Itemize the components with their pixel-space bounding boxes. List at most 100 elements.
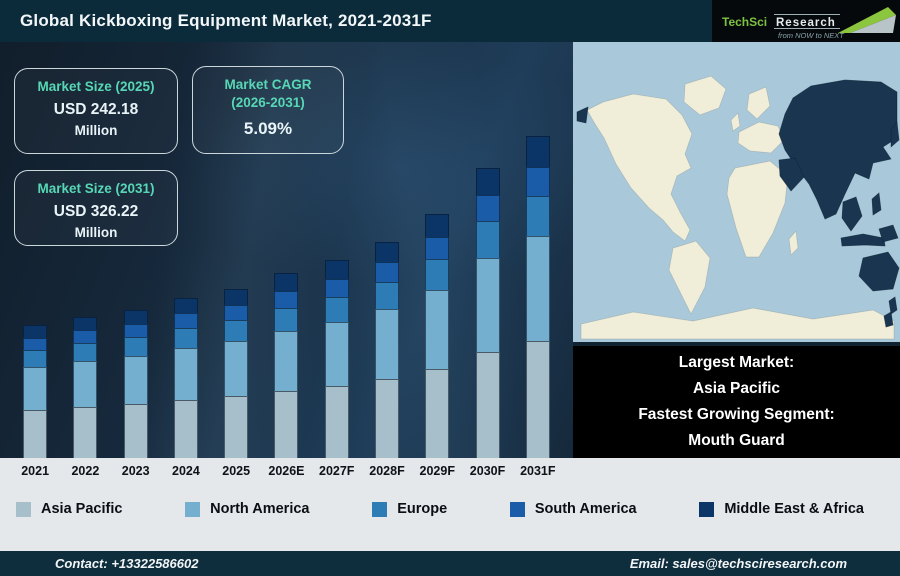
x-axis-label: 2022 [71,464,100,478]
bar-segment-north-america [224,341,249,396]
bar-segment-south-america [123,324,148,337]
bar-stack [224,289,249,458]
bar-segment-europe [123,337,148,356]
bar-segment-south-america [475,195,500,221]
stat-value: USD 326.22 [53,203,139,221]
bar-segment-north-america [475,258,500,352]
bar-column-2027F [312,42,362,458]
logo-arrow-icon [838,7,896,33]
bar-segment-asia-pacific [425,369,450,458]
logo-tagline: from NOW to NEXT [778,31,845,40]
bar-segment-asia-pacific [324,386,349,458]
bar-stack [274,273,299,458]
bar-segment-asia-pacific [23,410,48,458]
bar-segment-europe [274,308,299,331]
bar-segment-europe [475,221,500,258]
x-axis-label: 2028F [369,464,405,478]
legend-item-asia-pacific: Asia Pacific [16,501,122,517]
bar-segment-north-america [123,356,148,404]
legend-item-middle-east-africa: Middle East & Africa [699,501,864,517]
legend-label: Middle East & Africa [724,501,864,517]
map-asia-pacific-highlight [576,79,900,328]
bar-segment-europe [525,196,550,236]
bar-segment-middle-east-africa [374,242,399,262]
world-map-graphic [573,42,900,342]
bar-stack [23,325,48,458]
bar-segment-europe [23,350,48,367]
market-callout-box: Largest Market: Asia Pacific Fastest Gro… [573,346,900,458]
legend-item-north-america: North America [185,501,310,517]
stat-box-market-cagr: Market CAGR (2026-2031) 5.09% [192,66,344,154]
x-axis-label: 2021 [21,464,50,478]
bar-segment-north-america [374,309,399,379]
logo-brand-secondary: Research [776,17,836,29]
bar-segment-middle-east-africa [123,310,148,324]
bar-stack [73,317,98,458]
bar-segment-middle-east-africa [23,325,48,338]
bar-stack [425,214,450,458]
bar-segment-middle-east-africa [425,214,450,237]
legend-swatch [509,501,525,517]
bar-segment-asia-pacific [224,396,249,458]
stat-value: USD 242.18 [53,101,139,119]
bar-segment-middle-east-africa [224,289,249,305]
bar-segment-south-america [23,338,48,350]
bar-segment-europe [324,297,349,322]
legend-item-south-america: South America [509,501,637,517]
legend-label: Asia Pacific [41,501,123,517]
page-title: Global Kickboxing Equipment Market, 2021… [20,11,432,30]
bar-segment-europe [224,320,249,341]
contact-email: Email: sales@techsciresearch.com [629,556,847,571]
techsci-logo-graphic: TechSci Research from NOW to NEXT [712,0,900,42]
legend-swatch [16,501,31,517]
bar-segment-middle-east-africa [475,168,500,195]
bar-segment-asia-pacific [173,400,198,458]
legend-label: South America [534,501,637,517]
bar-stack [123,310,148,458]
x-axis-label: 2029F [419,464,455,478]
bar-segment-europe [374,282,399,309]
bar-segment-europe [173,328,198,348]
bar-segment-middle-east-africa [274,273,299,291]
bar-segment-middle-east-africa [525,136,550,167]
bar-stack [173,298,198,458]
contact-phone: Contact: +13322586602 [55,556,199,571]
brand-logo: TechSci Research from NOW to NEXT [712,0,900,42]
bar-segment-north-america [425,290,450,369]
bar-segment-south-america [73,330,98,343]
bar-column-2023 [111,42,161,458]
stat-value: 5.09% [243,119,293,139]
legend-label: Europe [397,501,448,517]
bar-segment-south-america [173,313,198,328]
map-landmasses [580,75,895,340]
x-axis-label: 2023 [121,464,150,478]
x-axis-label: 2027F [319,464,355,478]
bar-stack [525,136,550,458]
x-axis-label: 2025 [222,464,251,478]
legend-swatch [699,501,715,517]
bar-column-2031F [513,42,563,458]
title-area: Global Kickboxing Equipment Market, 2021… [0,0,712,42]
legend-swatch [185,501,201,517]
bar-segment-europe [425,259,450,290]
bar-segment-middle-east-africa [173,298,198,313]
bar-segment-middle-east-africa [324,260,349,279]
bar-column-2021 [10,42,60,458]
bar-segment-asia-pacific [274,391,299,458]
bar-segment-north-america [324,322,349,386]
header-bar: Global Kickboxing Equipment Market, 2021… [0,0,900,42]
bar-segment-south-america [324,279,349,297]
bar-segment-north-america [525,236,550,341]
callout-line: Largest Market: [678,354,795,371]
bar-segment-asia-pacific [123,404,148,458]
bar-segment-north-america [274,331,299,391]
footer-bar: Contact: +13322586602 Email: sales@techs… [0,551,900,576]
legend-label: North America [210,501,310,517]
bar-column-2024 [161,42,211,458]
bottom-strip: 2021 2022 2023 2024 2025 2026E 2027F 2028F 2029F… [0,458,900,551]
bar-segment-north-america [73,361,98,407]
stat-label: Market Size (2031) [37,181,155,196]
stat-unit: Million [74,123,118,139]
bar-segment-south-america [274,291,299,308]
